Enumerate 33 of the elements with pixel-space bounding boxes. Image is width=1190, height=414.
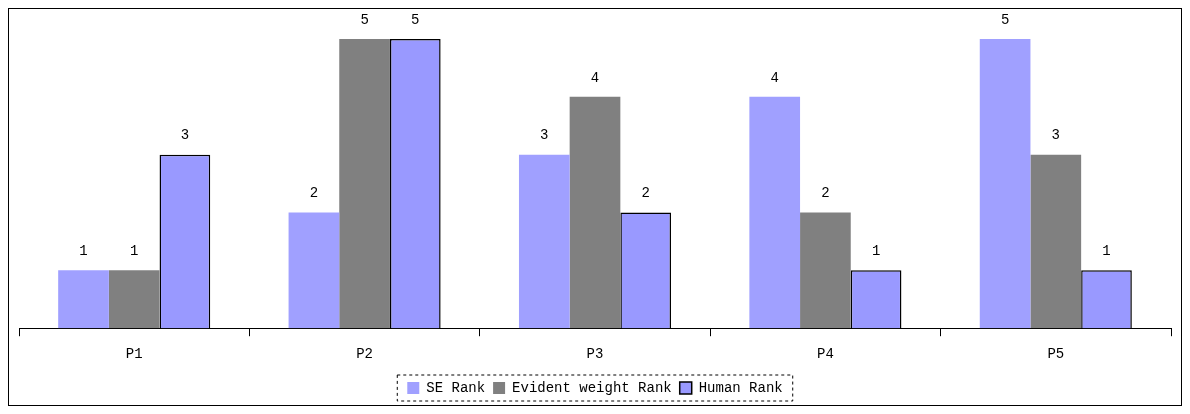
data-label: 4 — [770, 69, 779, 86]
bar — [800, 212, 851, 329]
data-label: 5 — [1000, 11, 1010, 28]
legend-label: Evident weight Rank — [512, 379, 672, 396]
data-label: 4 — [590, 69, 600, 86]
data-label: 2 — [309, 185, 319, 202]
legend-label: Human Rank — [698, 379, 783, 396]
x-tick-label: P5 — [1047, 346, 1065, 363]
data-label: 1 — [1102, 243, 1111, 260]
x-tick-label: P2 — [356, 346, 374, 363]
bar — [58, 270, 109, 329]
data-label: 5 — [360, 11, 369, 28]
bar — [339, 39, 390, 329]
data-label: 3 — [540, 127, 549, 144]
data-label: 1 — [871, 243, 881, 260]
bar — [569, 96, 621, 329]
bar — [1030, 154, 1082, 329]
x-tick-label: P1 — [125, 346, 143, 363]
x-tick-label: P4 — [816, 346, 834, 363]
x-tick-label: P3 — [586, 346, 604, 363]
bar — [108, 270, 160, 329]
bar — [749, 96, 801, 329]
data-label: 3 — [1051, 127, 1060, 144]
legend-label: SE Rank — [426, 379, 486, 396]
data-label: 1 — [79, 243, 88, 260]
data-label: 2 — [641, 185, 650, 202]
data-label: 3 — [180, 127, 190, 144]
bar — [288, 212, 340, 329]
data-label: 5 — [411, 11, 420, 28]
bar — [979, 39, 1031, 329]
data-label: 2 — [821, 185, 830, 202]
bar — [518, 154, 570, 329]
data-label: 1 — [130, 243, 139, 260]
